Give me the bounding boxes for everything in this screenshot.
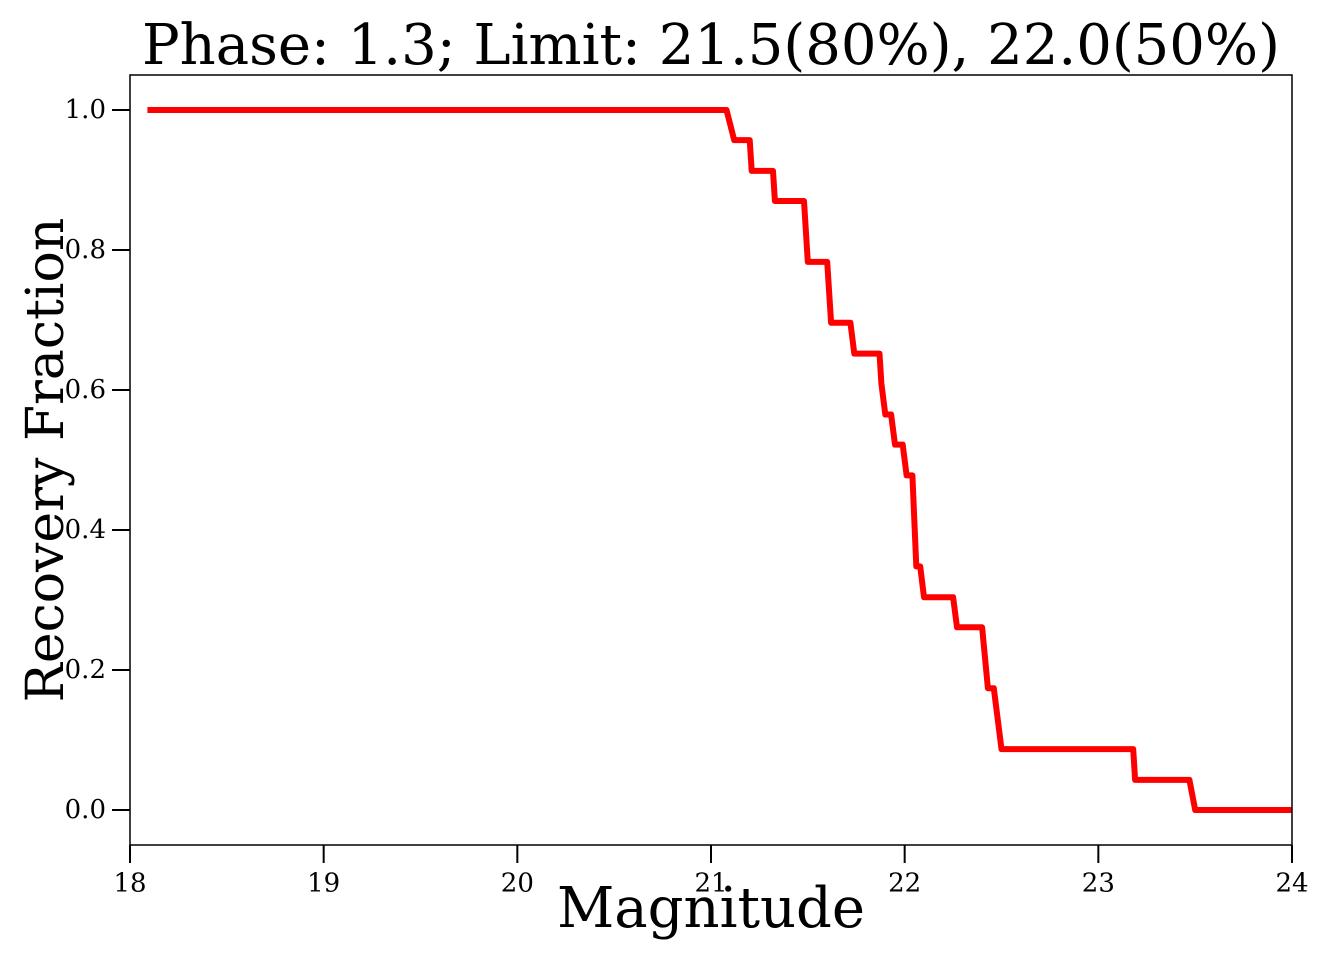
y-tick-label: 0.8 — [65, 235, 106, 265]
y-tick-label: 0.0 — [65, 795, 106, 825]
y-tick-label: 1.0 — [65, 95, 106, 125]
x-tick-label: 23 — [1082, 868, 1115, 898]
x-tick-label: 22 — [888, 868, 921, 898]
y-axis-label: Recovery Fraction — [16, 218, 76, 703]
x-tick-label: 20 — [501, 868, 534, 898]
x-tick-label: 19 — [307, 868, 340, 898]
plot-frame — [129, 74, 1293, 846]
y-tick-label: 0.6 — [65, 375, 106, 405]
y-tick-label: 0.2 — [65, 655, 106, 685]
x-axis-label: Magnitude — [557, 876, 865, 941]
axes: 18 19 20 21 22 23 24 0.0 0.2 0.4 0.6 0.8 1.0 — [65, 95, 1309, 898]
chart-title: Phase: 1.3; Limit: 21.5(80%), 22.0(50%) — [142, 13, 1280, 78]
x-tick-label: 21 — [694, 868, 727, 898]
x-tick-label: 24 — [1275, 868, 1308, 898]
x-tick-label: 18 — [113, 868, 146, 898]
y-tick-label: 0.4 — [65, 515, 106, 545]
recovery-curve-line — [147, 107, 1292, 813]
